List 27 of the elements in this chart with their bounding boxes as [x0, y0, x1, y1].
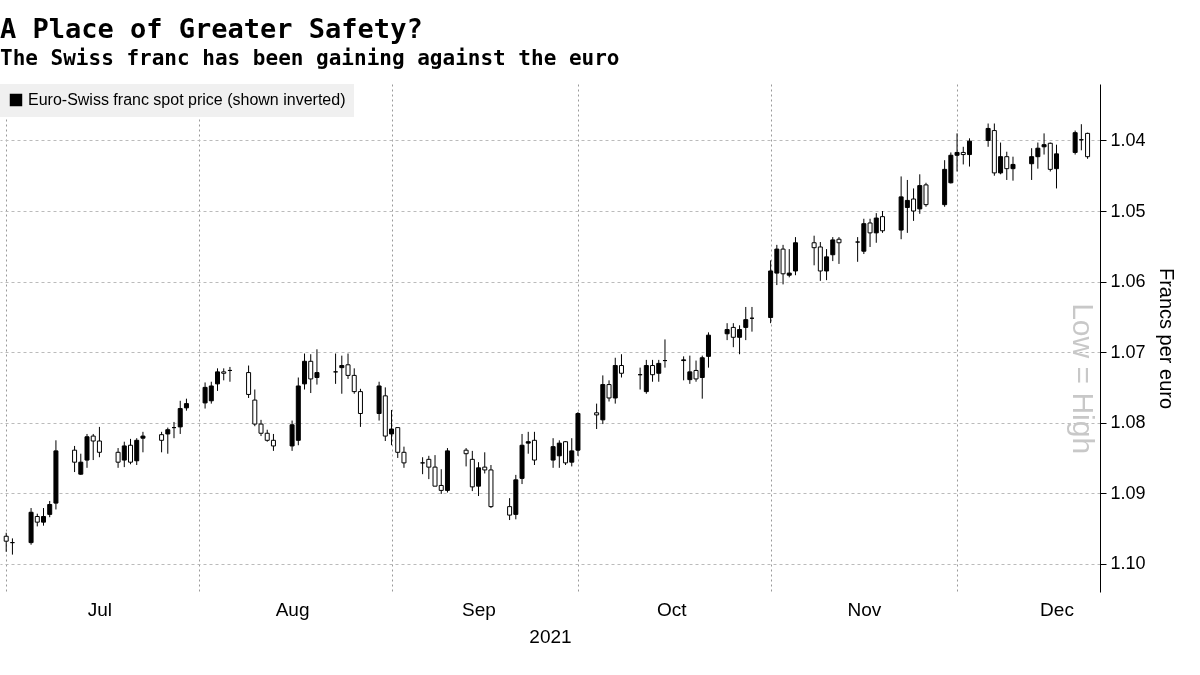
y-tick-label: 1.08 — [1110, 412, 1146, 433]
y-axis-title: Francs per euro — [1155, 267, 1178, 410]
x-tick-label: Nov — [847, 598, 882, 620]
y-tick-label: 1.07 — [1110, 341, 1146, 362]
candlestick — [743, 306, 749, 341]
x-tick-label: Dec — [1040, 598, 1074, 620]
candlestick — [463, 447, 469, 467]
y-tick-label: 1.05 — [1110, 200, 1146, 221]
x-tick-label: Sep — [462, 598, 496, 620]
candlestick — [140, 431, 146, 453]
candlestick — [333, 353, 339, 385]
legend-label: Euro-Swiss franc spot price (shown inverted) — [28, 91, 346, 108]
y-tick-label: 1.06 — [1110, 271, 1146, 292]
y-tick-label: 1.04 — [1110, 129, 1146, 150]
x-tick-label: Jul — [87, 598, 113, 620]
candlestick — [681, 355, 687, 381]
candlestick — [3, 532, 9, 553]
chart-title: A Place of Greater Safety? — [0, 13, 423, 44]
y-tick-label: 1.09 — [1110, 482, 1146, 503]
y-tick-label: 1.10 — [1110, 553, 1146, 574]
candlestick — [705, 331, 711, 369]
x-tick-label: Oct — [656, 598, 688, 620]
x-tick-label: Aug — [275, 598, 310, 620]
candlestick — [1085, 132, 1091, 160]
x-axis-title: 2021 — [529, 625, 572, 647]
chart-subtitle: The Swiss franc has been gaining against the euro — [0, 46, 620, 70]
candlestick — [246, 365, 252, 399]
